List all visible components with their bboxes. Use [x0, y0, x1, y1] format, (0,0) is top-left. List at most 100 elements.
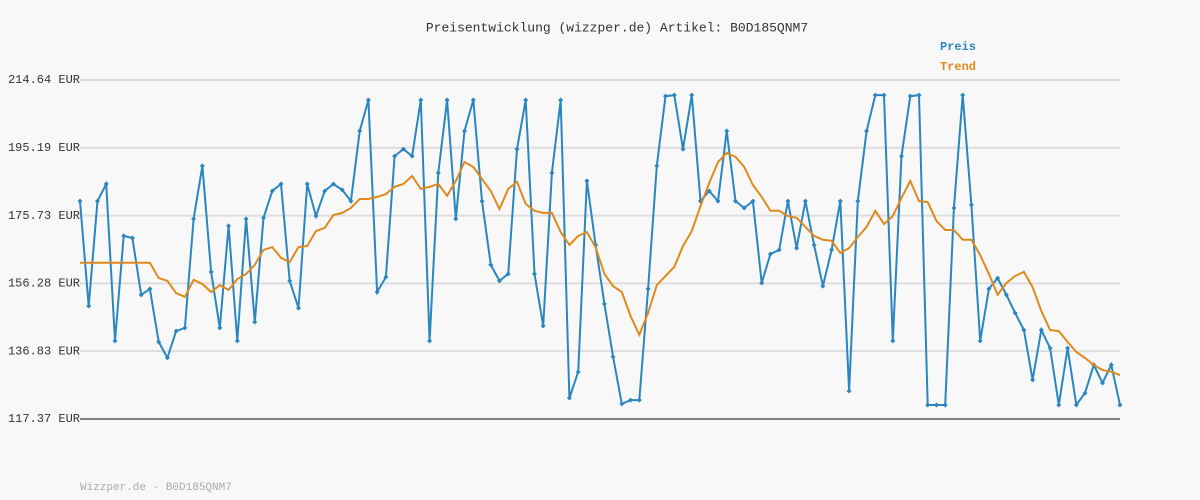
y-tick-label: 175.73 EUR — [8, 209, 80, 223]
point-marker — [881, 92, 887, 98]
point-marker — [435, 170, 441, 176]
point-marker — [313, 213, 319, 219]
point-marker — [732, 198, 738, 204]
point-marker — [706, 188, 712, 194]
point-marker — [540, 323, 546, 329]
point-marker — [864, 128, 870, 134]
point-marker — [855, 198, 861, 204]
point-marker — [802, 198, 808, 204]
point-marker — [234, 338, 240, 344]
point-marker — [689, 92, 695, 98]
point-marker — [208, 269, 214, 275]
point-marker — [427, 338, 433, 344]
point-marker — [287, 278, 293, 284]
point-marker — [418, 97, 424, 103]
point-marker — [322, 188, 328, 194]
point-marker — [942, 402, 948, 408]
point-marker — [199, 163, 205, 169]
point-marker — [776, 247, 782, 253]
point-marker — [619, 401, 625, 407]
point-marker — [584, 178, 590, 184]
point-marker — [549, 170, 555, 176]
point-marker — [392, 153, 398, 159]
point-marker — [400, 146, 406, 152]
point-marker — [278, 181, 284, 187]
point-marker — [794, 245, 800, 251]
point-marker — [767, 251, 773, 257]
point-marker — [531, 271, 537, 277]
point-marker — [986, 286, 992, 292]
point-marker — [785, 198, 791, 204]
point-marker — [601, 301, 607, 307]
point-marker — [680, 146, 686, 152]
point-marker — [295, 305, 301, 311]
point-marker — [933, 402, 939, 408]
point-marker — [252, 319, 258, 325]
point-marker — [995, 275, 1001, 281]
y-tick-label: 117.37 EUR — [8, 412, 80, 426]
point-marker — [1003, 292, 1009, 298]
point-marker — [261, 215, 267, 221]
point-marker — [523, 97, 529, 103]
point-marker — [566, 395, 572, 401]
point-marker — [750, 198, 756, 204]
point-marker — [304, 181, 310, 187]
point-marker — [1073, 402, 1079, 408]
point-marker — [645, 286, 651, 292]
point-marker — [269, 188, 275, 194]
point-marker — [505, 271, 511, 277]
point-marker — [907, 93, 913, 99]
point-marker — [1047, 345, 1053, 351]
point-marker — [558, 97, 564, 103]
point-marker — [872, 92, 878, 98]
point-marker — [138, 292, 144, 298]
point-marker — [575, 369, 581, 375]
point-marker — [173, 328, 179, 334]
point-marker — [1117, 402, 1123, 408]
point-marker — [610, 354, 616, 360]
point-marker — [636, 397, 642, 403]
point-marker — [365, 97, 371, 103]
point-marker — [715, 198, 721, 204]
point-marker — [890, 338, 896, 344]
point-marker — [1038, 327, 1044, 333]
point-marker — [811, 242, 817, 248]
point-marker — [462, 128, 468, 134]
point-marker — [837, 198, 843, 204]
legend-label: Preis — [940, 40, 976, 54]
point-marker — [409, 153, 415, 159]
series-line — [79, 93, 1121, 408]
point-marker — [829, 247, 835, 253]
point-marker — [1056, 402, 1062, 408]
point-marker — [77, 198, 83, 204]
point-marker — [628, 397, 634, 403]
point-marker — [470, 97, 476, 103]
point-marker — [112, 338, 118, 344]
series-line — [80, 151, 1121, 376]
point-marker — [925, 402, 931, 408]
point-marker — [243, 216, 249, 222]
point-marker — [671, 92, 677, 98]
point-marker — [977, 338, 983, 344]
point-marker — [444, 97, 450, 103]
y-tick-label: 195.19 EUR — [8, 141, 80, 155]
point-marker — [357, 128, 363, 134]
point-marker — [1082, 390, 1088, 396]
point-marker — [374, 289, 380, 295]
point-marker — [663, 93, 669, 99]
point-marker — [1065, 345, 1071, 351]
point-marker — [121, 233, 127, 239]
point-marker — [496, 278, 502, 284]
point-marker — [951, 205, 957, 211]
point-marker — [759, 280, 765, 286]
point-marker — [226, 223, 232, 229]
point-marker — [1108, 362, 1114, 368]
point-marker — [1012, 310, 1018, 316]
point-marker — [899, 153, 905, 159]
point-marker — [191, 216, 197, 222]
point-marker — [339, 187, 345, 193]
y-tick-label: 214.64 EUR — [8, 73, 80, 87]
